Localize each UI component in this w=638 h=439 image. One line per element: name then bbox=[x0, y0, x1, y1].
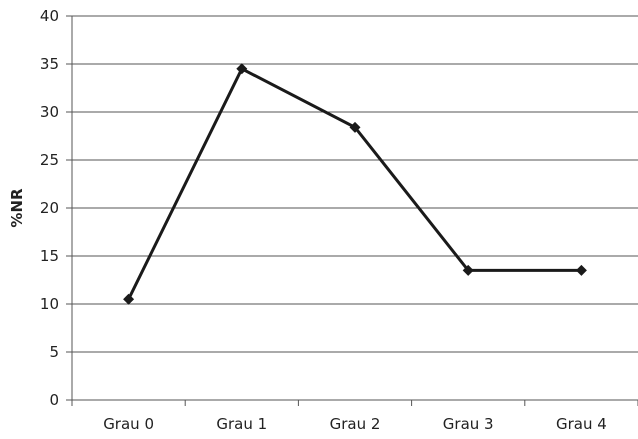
x-tick-label-4: Grau 4 bbox=[556, 415, 607, 433]
series-line-0 bbox=[127, 66, 582, 300]
x-tick-label-3: Grau 3 bbox=[443, 415, 494, 433]
data-point-0-1 bbox=[236, 63, 248, 75]
x-tick-label-2: Grau 2 bbox=[330, 415, 381, 433]
data-point-0-4 bbox=[575, 264, 587, 276]
y-tick-label-35: 35 bbox=[40, 55, 59, 73]
series-group bbox=[123, 63, 587, 305]
x-axis-ticks: Grau 0 Grau 1 Grau 2 Grau 3 Grau 4 bbox=[71, 400, 638, 433]
y-axis-title: %NR bbox=[8, 188, 26, 228]
x-tick-label-0: Grau 0 bbox=[103, 415, 154, 433]
data-point-0-2 bbox=[349, 121, 361, 133]
x-tick-label-1: Grau 1 bbox=[216, 415, 267, 433]
y-tick-label-5: 5 bbox=[49, 343, 59, 361]
y-tick-label-10: 10 bbox=[40, 295, 59, 313]
y-tick-label-0: 0 bbox=[49, 391, 59, 409]
data-point-0-0 bbox=[123, 293, 135, 305]
y-tick-label-30: 30 bbox=[40, 103, 59, 121]
y-tick-label-15: 15 bbox=[40, 247, 59, 265]
y-axis-ticks: 0 5 10 15 20 25 30 35 40 bbox=[40, 7, 72, 409]
y-tick-label-40: 40 bbox=[40, 7, 59, 25]
data-point-0-3 bbox=[462, 264, 474, 276]
gridlines bbox=[72, 15, 638, 353]
y-tick-label-25: 25 bbox=[40, 151, 59, 169]
y-tick-label-20: 20 bbox=[40, 199, 59, 217]
